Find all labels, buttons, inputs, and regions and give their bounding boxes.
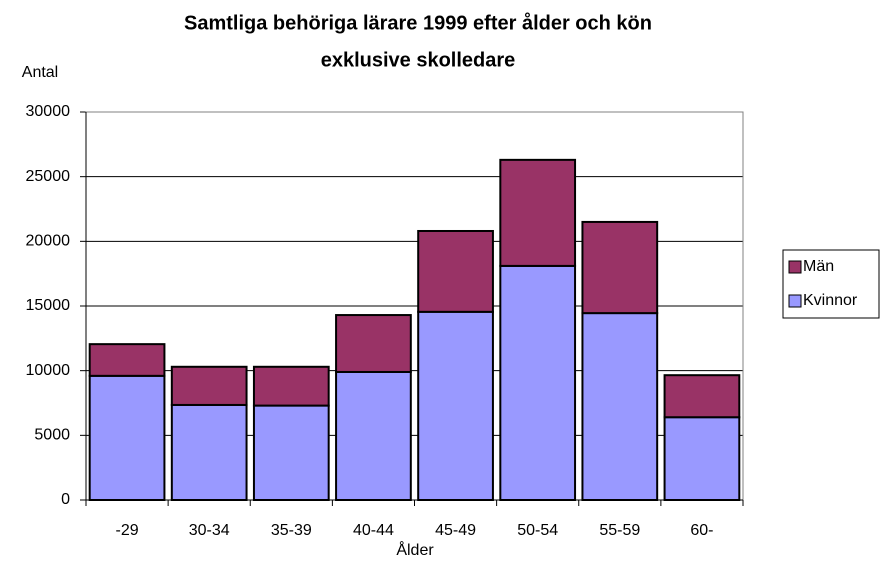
y-tick-label: 20000 bbox=[26, 233, 71, 250]
bar-segment bbox=[252, 404, 330, 501]
chart-title: Samtliga behöriga lärare 1999 efter ålde… bbox=[184, 11, 652, 34]
y-tick-label: 15000 bbox=[26, 297, 71, 314]
x-tick-label: 50-54 bbox=[517, 522, 558, 539]
x-tick-label: 30-34 bbox=[189, 522, 230, 539]
legend-swatch bbox=[788, 260, 802, 274]
y-axis-label: Antal bbox=[22, 64, 58, 81]
legend-label: Kvinnor bbox=[803, 292, 858, 309]
legend-swatch bbox=[788, 294, 802, 308]
bar-segment bbox=[252, 365, 330, 407]
y-tick-label: 0 bbox=[61, 491, 70, 508]
y-tick-label: 5000 bbox=[34, 427, 70, 444]
x-axis-label: Ålder bbox=[396, 540, 434, 559]
bar-segment bbox=[335, 370, 412, 501]
bar-segment bbox=[581, 312, 659, 502]
y-tick-label: 10000 bbox=[26, 362, 71, 379]
bar-segment bbox=[499, 158, 577, 267]
bar-segment bbox=[663, 416, 741, 501]
bar-segment bbox=[663, 374, 741, 419]
bar-segment bbox=[170, 403, 248, 501]
bar-segment bbox=[335, 314, 412, 373]
x-tick-label: -29 bbox=[116, 522, 139, 539]
x-tick-label: 45-49 bbox=[435, 522, 476, 539]
bar-segment bbox=[417, 310, 494, 501]
x-tick-label: 40-44 bbox=[353, 522, 394, 539]
x-tick-label: 60- bbox=[690, 522, 713, 539]
y-tick-label: 25000 bbox=[26, 168, 71, 185]
legend-label: Män bbox=[803, 258, 834, 275]
bar-segment bbox=[170, 365, 248, 406]
bar-segment bbox=[417, 229, 494, 313]
x-tick-label: 35-39 bbox=[271, 522, 312, 539]
y-tick-label: 30000 bbox=[26, 103, 71, 120]
bar-segment bbox=[88, 374, 166, 501]
x-tick-label: 55-59 bbox=[599, 522, 640, 539]
chart-title: exklusive skolledare bbox=[321, 49, 516, 71]
bar-segment bbox=[581, 220, 659, 315]
bar-segment bbox=[88, 343, 166, 377]
bar-segment bbox=[499, 264, 577, 502]
